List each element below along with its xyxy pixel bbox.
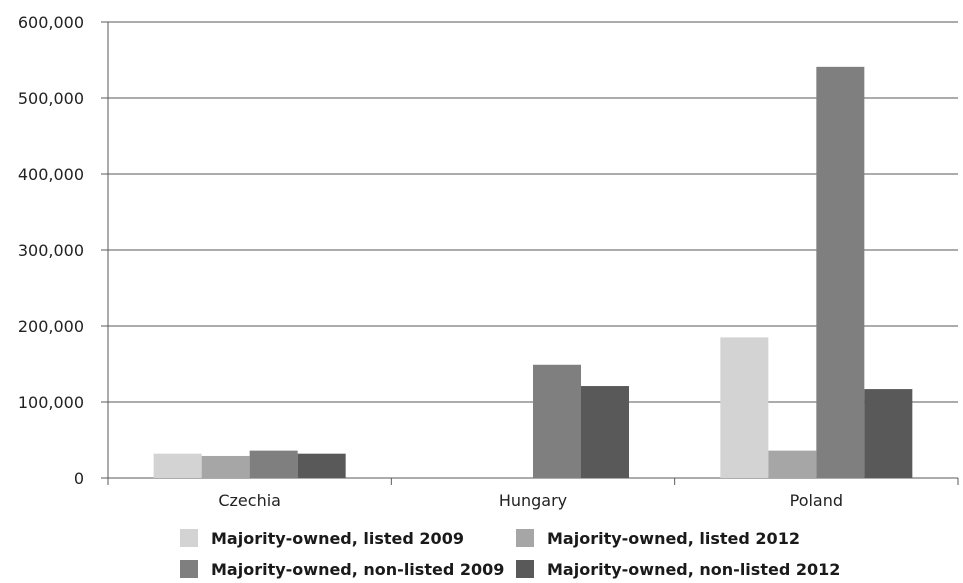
y-tick-label: 500,000 bbox=[18, 89, 84, 108]
bar bbox=[201, 455, 250, 478]
bar bbox=[720, 337, 769, 478]
bar bbox=[816, 66, 865, 478]
legend-swatch bbox=[180, 560, 198, 578]
y-tick-label: 400,000 bbox=[18, 165, 84, 184]
bar bbox=[249, 450, 298, 478]
legend-swatch bbox=[516, 529, 534, 547]
bars bbox=[153, 66, 913, 478]
x-category-label: Czechia bbox=[218, 491, 281, 510]
legend-label: Majority-owned, listed 2012 bbox=[547, 529, 800, 548]
bar bbox=[768, 450, 817, 478]
y-tick-label: 100,000 bbox=[18, 393, 84, 412]
x-category-label: Poland bbox=[790, 491, 843, 510]
legend-label: Majority-owned, listed 2009 bbox=[211, 529, 464, 548]
y-tick-label: 0 bbox=[74, 469, 84, 488]
legend-label: Majority-owned, non-listed 2009 bbox=[211, 560, 504, 579]
legend-swatch bbox=[180, 529, 198, 547]
axis-labels: 0 100,000 200,000 300,000 400,000 500,000 600,… bbox=[18, 13, 843, 510]
bar bbox=[581, 386, 629, 478]
legend-label: Majority-owned, non-listed 2012 bbox=[547, 560, 840, 579]
bar bbox=[533, 364, 581, 478]
bar bbox=[297, 453, 346, 478]
bar bbox=[153, 453, 202, 478]
y-tick-label: 300,000 bbox=[18, 241, 84, 260]
bar bbox=[864, 389, 913, 478]
y-tick-label: 600,000 bbox=[18, 13, 84, 32]
legend: Majority-owned, listed 2009 Majority-owne… bbox=[180, 529, 840, 579]
x-category-label: Hungary bbox=[499, 491, 567, 510]
y-tick-label: 200,000 bbox=[18, 317, 84, 336]
legend-swatch bbox=[516, 560, 534, 578]
